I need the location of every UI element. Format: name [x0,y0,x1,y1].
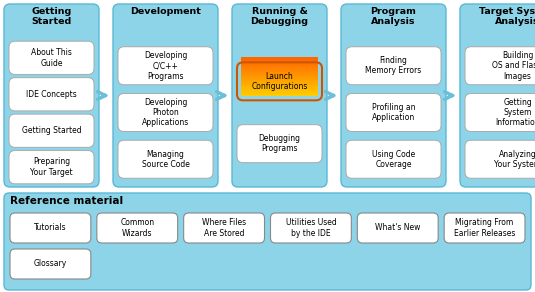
FancyBboxPatch shape [465,93,535,131]
Text: Common
Wizards: Common Wizards [120,218,154,238]
FancyBboxPatch shape [346,140,441,178]
Bar [241,89,318,91]
Text: Tutorials: Tutorials [34,223,67,232]
Text: Reference material: Reference material [10,196,123,206]
Text: Target System
Analysis: Target System Analysis [479,7,535,26]
Bar [241,71,318,74]
Text: Managing
Source Code: Managing Source Code [142,150,189,169]
Text: Program
Analysis: Program Analysis [371,7,416,26]
Bar [241,70,318,72]
FancyBboxPatch shape [465,47,535,85]
Bar [241,74,318,76]
Bar [241,90,318,93]
Text: What's New: What's New [375,223,421,232]
Bar [241,62,318,65]
Bar [241,91,318,94]
Bar [241,81,318,84]
FancyBboxPatch shape [113,4,218,187]
Bar [241,80,318,82]
Text: Finding
Memory Errors: Finding Memory Errors [365,56,422,75]
Bar [241,94,318,96]
Bar [241,83,318,85]
Text: Analyzing
Your System: Analyzing Your System [494,150,535,169]
FancyBboxPatch shape [4,193,531,290]
Bar [241,85,318,88]
Text: Running &
Debugging: Running & Debugging [250,7,309,26]
Bar [241,86,318,89]
Bar [241,84,318,86]
Bar [241,72,318,75]
Text: Developing
Photon
Applications: Developing Photon Applications [142,98,189,127]
Text: About This
Guide: About This Guide [31,48,72,67]
FancyBboxPatch shape [97,213,178,243]
Text: Profiling an
Application: Profiling an Application [372,103,415,122]
Bar [241,59,318,61]
Text: Getting
System
Information: Getting System Information [495,98,535,127]
Text: Debugging
Programs: Debugging Programs [258,134,301,153]
Text: Preparing
Your Target: Preparing Your Target [30,157,73,177]
FancyBboxPatch shape [271,213,351,243]
Bar [241,60,318,62]
Bar [241,76,318,79]
Text: Launch
Configurations: Launch Configurations [251,72,308,91]
Text: Utilities Used
by the IDE: Utilities Used by the IDE [286,218,337,238]
Text: Glossary: Glossary [34,260,67,269]
FancyBboxPatch shape [465,140,535,178]
Text: Development: Development [130,7,201,16]
Text: Building
OS and Flash
Images: Building OS and Flash Images [492,51,535,81]
Bar [241,88,318,90]
Bar [241,69,318,71]
FancyBboxPatch shape [118,47,213,85]
Text: Migrating From
Earlier Releases: Migrating From Earlier Releases [454,218,515,238]
Text: Developing
C/C++
Programs: Developing C/C++ Programs [144,51,187,81]
Bar [241,64,318,66]
Bar [241,57,318,60]
Bar [241,61,318,63]
Text: Where Files
Are Stored: Where Files Are Stored [202,218,246,238]
Text: IDE Concepts: IDE Concepts [26,90,77,99]
Bar [241,67,318,70]
FancyBboxPatch shape [341,4,446,187]
Bar [241,66,318,68]
FancyBboxPatch shape [9,78,94,111]
FancyBboxPatch shape [237,125,322,163]
Bar [241,75,318,77]
FancyBboxPatch shape [346,47,441,85]
FancyBboxPatch shape [9,151,94,184]
Bar [241,78,318,80]
Bar [241,65,318,67]
FancyBboxPatch shape [346,93,441,131]
FancyBboxPatch shape [9,41,94,74]
Bar [241,93,318,95]
Bar [241,79,318,81]
FancyBboxPatch shape [4,4,99,187]
FancyBboxPatch shape [118,140,213,178]
FancyBboxPatch shape [9,114,94,147]
Text: Getting
Started: Getting Started [32,7,72,26]
Text: Using Code
Coverage: Using Code Coverage [372,150,415,169]
FancyBboxPatch shape [232,4,327,187]
FancyBboxPatch shape [184,213,264,243]
FancyBboxPatch shape [10,249,91,279]
FancyBboxPatch shape [444,213,525,243]
FancyBboxPatch shape [10,213,91,243]
FancyBboxPatch shape [460,4,535,187]
Text: Getting Started: Getting Started [22,126,81,135]
FancyBboxPatch shape [118,93,213,131]
FancyBboxPatch shape [357,213,438,243]
